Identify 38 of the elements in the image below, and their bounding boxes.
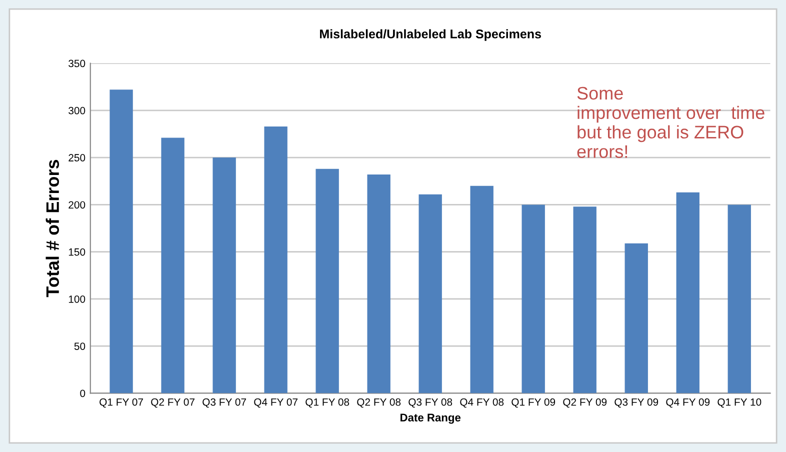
x-tick-label: Q3 FY 08 (408, 398, 452, 408)
x-tick-label: Q2 FY 07 (151, 398, 194, 408)
x-tick-label: Q1 FY 10 (718, 398, 762, 408)
x-tick-label: Q4 FY 07 (254, 398, 298, 408)
bar (367, 174, 390, 394)
y-tick-label: 250 (68, 154, 86, 162)
x-tick-label: Q1 FY 07 (100, 398, 143, 408)
bar (624, 243, 648, 394)
bar (110, 90, 133, 394)
bar (264, 126, 288, 394)
bar (573, 206, 596, 394)
bar (212, 158, 236, 394)
y-tick-label: 200 (68, 201, 86, 209)
x-tick-label: Q2 FY 08 (357, 398, 401, 408)
y-tick-label: 150 (68, 248, 86, 256)
y-tick-label: 0 (80, 390, 86, 398)
x-tick-label: Q4 FY 09 (666, 398, 710, 408)
x-tick-label: Q4 FY 08 (460, 398, 504, 408)
y-tick-label: 300 (68, 106, 86, 114)
y-tick-label: 50 (74, 342, 86, 350)
x-tick-label: Q2 FY 09 (563, 398, 607, 408)
bar (470, 186, 494, 394)
bar (728, 204, 751, 394)
y-tick-label: 350 (68, 60, 86, 68)
bar (418, 194, 442, 394)
x-tick-label: Q1 FY 09 (512, 398, 556, 408)
x-tick-label: Q3 FY 07 (202, 398, 246, 408)
x-tick-label: Q1 FY 08 (306, 398, 350, 408)
bar (316, 168, 339, 394)
bar (676, 192, 700, 394)
chart-title: Mislabeled/Unlabeled Lab Specimens (320, 29, 541, 41)
x-tick-label: Q3 FY 09 (614, 398, 658, 408)
y-tick-label: 100 (68, 295, 86, 303)
y-axis-title: Total # of Errors (46, 160, 60, 298)
x-axis-title: Date Range (400, 414, 461, 424)
bar (522, 204, 545, 394)
annotation: Some improvement over time but the goal is ZERO errors! (577, 86, 764, 158)
bar (161, 138, 184, 394)
